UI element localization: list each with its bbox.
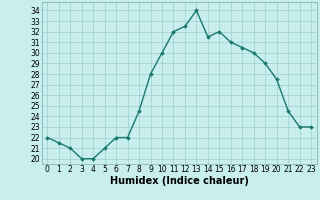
X-axis label: Humidex (Indice chaleur): Humidex (Indice chaleur) — [110, 176, 249, 186]
